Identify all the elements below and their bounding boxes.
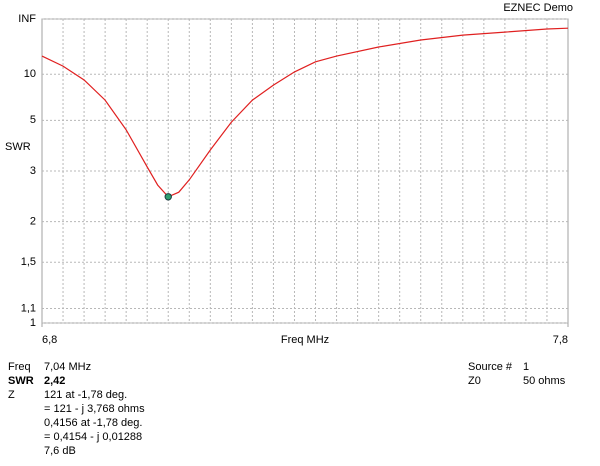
z-line: = 121 - j 3,768 ohms: [44, 403, 145, 415]
x-tick-label: 6,8: [42, 334, 57, 346]
z-line: 121 at -1,78 deg.: [44, 389, 127, 401]
y-tick-label: 1: [30, 317, 36, 329]
source-label: Source #: [468, 361, 513, 373]
x-axis-label: Freq MHz: [281, 334, 329, 346]
z0-label: Z0: [468, 375, 481, 387]
z-line: = 0,4154 - j 0,01288: [44, 431, 142, 443]
freq-value: 7,04 MHz: [44, 361, 91, 373]
y-tick-label: 2: [30, 216, 36, 228]
y-tick-label: INF: [18, 13, 36, 25]
source-value: 1: [523, 361, 529, 373]
chart-title: EZNEC Demo: [503, 2, 573, 14]
cursor-marker: [164, 193, 172, 201]
y-tick-label: 1,1: [21, 302, 36, 314]
swr-label: SWR: [8, 375, 34, 387]
z0-value: 50 ohms: [523, 375, 566, 387]
z-label: Z: [8, 389, 15, 401]
swr-curve: [41, 27, 569, 198]
y-tick-label: 1,5: [21, 256, 36, 268]
y-tick-label: 5: [30, 114, 36, 126]
freq-label: Freq: [8, 361, 31, 373]
z-line: 0,4156 at -1,78 deg.: [44, 417, 142, 429]
x-tick-label: 7,8: [553, 334, 568, 346]
swr-value: 2,42: [44, 375, 65, 387]
y-tick-label: 10: [24, 68, 36, 80]
y-tick-label: 3: [30, 165, 36, 177]
y-axis-label: SWR: [5, 141, 31, 153]
z-line: 7,6 dB: [44, 445, 76, 457]
